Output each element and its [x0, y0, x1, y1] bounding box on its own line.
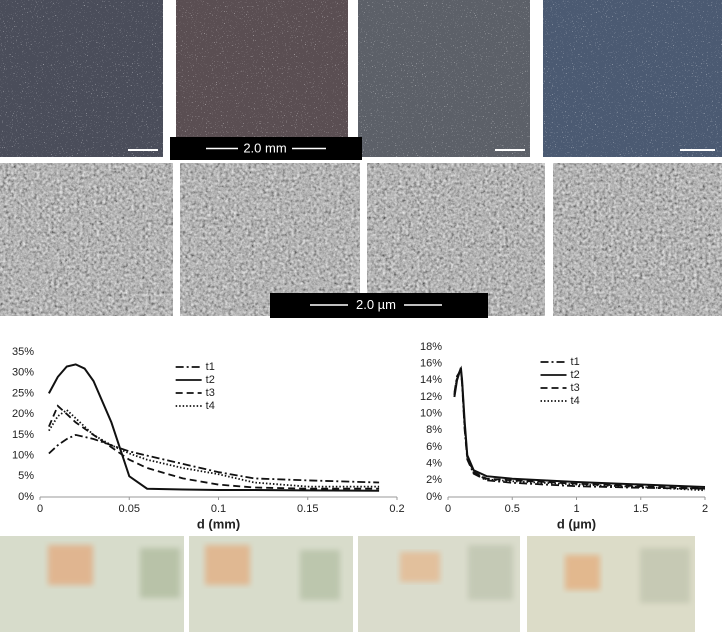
y-tick-label: 6%	[426, 441, 442, 453]
photo-detail	[140, 548, 180, 598]
legend-label: t4	[206, 400, 215, 412]
series-line	[48, 408, 380, 488]
y-tick-label: 2%	[426, 474, 442, 486]
micrograph-texture	[0, 0, 163, 157]
x-tick-label: 1.5	[633, 503, 648, 515]
y-tick-label: 14%	[420, 374, 442, 386]
legend-label: t4	[571, 395, 580, 407]
photo-detail	[565, 555, 600, 590]
legend-label: t3	[206, 387, 215, 399]
x-tick-label: 0	[37, 503, 43, 515]
x-tick-label: 1	[573, 503, 579, 515]
sem-image	[180, 163, 360, 316]
x-axis-label: d (mm)	[197, 516, 240, 531]
x-axis-label: d (µm)	[557, 516, 596, 531]
micrograph-texture	[358, 0, 530, 157]
photo-detail	[205, 545, 250, 585]
scale-bar-label: 2.0 µm	[356, 297, 396, 312]
y-tick-label: 5%	[18, 470, 34, 482]
y-tick-label: 15%	[12, 429, 34, 441]
x-tick-label: 0.5	[505, 503, 520, 515]
y-tick-label: 20%	[12, 408, 34, 420]
y-tick-label: 12%	[420, 391, 442, 403]
y-tick-label: 35%	[12, 346, 34, 358]
legend-label: t1	[571, 356, 580, 368]
photos	[0, 536, 695, 632]
x-tick-label: 2	[702, 503, 708, 515]
y-tick-label: 4%	[426, 458, 442, 470]
sem-image	[367, 163, 545, 316]
y-tick-label: 8%	[426, 424, 442, 436]
sem-image	[553, 163, 722, 316]
x-tick-label: 0.1	[211, 503, 226, 515]
photo-detail	[640, 548, 690, 603]
scale-bar-label: 2.0 mm	[243, 140, 286, 155]
micrographs: 2.0 mm	[0, 0, 722, 160]
photo-detail	[48, 545, 93, 585]
scale-bar-label-bg	[238, 140, 292, 157]
series-line	[453, 366, 706, 492]
photo-detail	[400, 552, 440, 582]
y-tick-label: 10%	[12, 449, 34, 461]
y-tick-label: 18%	[420, 341, 442, 353]
y-tick-label: 10%	[420, 408, 442, 420]
series-line	[48, 433, 380, 484]
y-tick-label: 16%	[420, 358, 442, 370]
legend-label: t2	[206, 374, 215, 386]
series-line	[48, 404, 380, 490]
photo-detail	[300, 550, 340, 600]
y-tick-label: 30%	[12, 367, 34, 379]
y-tick-label: 0%	[18, 491, 34, 503]
sem-image	[0, 163, 173, 316]
micrograph-texture	[176, 0, 348, 157]
x-tick-label: 0.2	[389, 503, 404, 515]
x-tick-label: 0.15	[297, 503, 318, 515]
y-tick-label: 0%	[426, 491, 442, 503]
legend-label: t1	[206, 361, 215, 373]
y-tick-label: 25%	[12, 387, 34, 399]
x-tick-label: 0.05	[119, 503, 140, 515]
legend-label: t3	[571, 382, 580, 394]
micrograph-texture	[543, 0, 722, 157]
photo-detail	[468, 545, 513, 600]
x-tick-label: 0	[445, 503, 451, 515]
scale-bar-label-bg	[348, 296, 404, 314]
sem-images: 2.0 µm	[0, 163, 722, 318]
legend-label: t2	[571, 369, 580, 381]
